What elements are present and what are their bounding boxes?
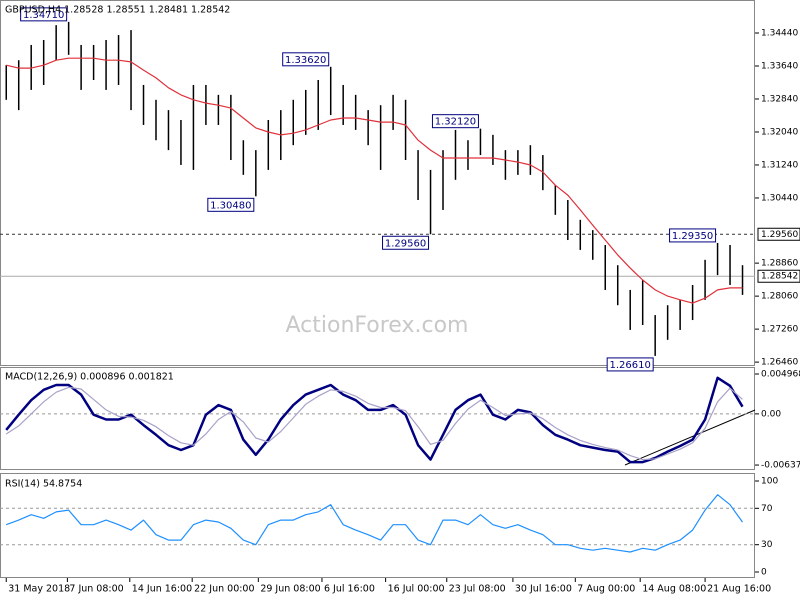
y-tick-label: 1.26460 xyxy=(761,358,798,368)
annotation-box xyxy=(382,235,430,250)
y-tick-label: 1.32040 xyxy=(761,127,798,137)
y-tick-label: 30 xyxy=(761,540,773,550)
y-tick-label: 1.28060 xyxy=(761,292,798,302)
y-tick-label: -0.006372 xyxy=(761,461,800,471)
x-tick-label: 23 Jul 08:00 xyxy=(449,584,506,595)
y-tick-label: 1.31240 xyxy=(761,160,798,170)
y-tick-label: 1.32840 xyxy=(761,94,798,104)
series-line xyxy=(5,494,743,553)
annotation-label: 1.32120 xyxy=(435,117,476,128)
y-tick-label: 100 xyxy=(761,477,778,487)
price-panel-frame xyxy=(0,0,755,366)
annotation-label: 1.30480 xyxy=(210,200,251,211)
annotation-label: 1.34710 xyxy=(23,10,64,21)
y-tick-label: 1.33640 xyxy=(761,61,798,71)
x-tick-label: 7 Jun 08:00 xyxy=(69,584,123,595)
series-line xyxy=(5,386,743,461)
reference-label-box xyxy=(757,227,800,241)
y-tick-label: 70 xyxy=(761,504,773,514)
annotation-label: 1.33620 xyxy=(285,55,326,66)
x-tick-label: 31 May 2018 xyxy=(8,584,70,595)
y-tick-label: 1.34440 xyxy=(761,28,798,38)
panel-title: RSI(14) 54.8754 xyxy=(5,479,82,490)
annotation-label: 1.29560 xyxy=(385,238,426,249)
x-tick-label: 14 Aug 08:00 xyxy=(642,584,706,595)
panel-title: MACD(12,26,9) 0.000896 0.001821 xyxy=(5,372,174,383)
series-line xyxy=(5,376,744,464)
reference-label: 1.29560 xyxy=(761,230,798,240)
x-tick-label: 7 Aug 00:00 xyxy=(577,584,635,595)
y-tick-label: 1.30440 xyxy=(761,193,798,203)
annotation-label: 1.29350 xyxy=(672,231,713,242)
y-tick-label: 1.27260 xyxy=(761,325,798,335)
series-line xyxy=(6,57,743,304)
annotation-box xyxy=(20,7,68,22)
annotation-box xyxy=(282,52,330,67)
y-tick-label: 0 xyxy=(761,567,767,577)
x-tick-label: 14 Jun 16:00 xyxy=(132,584,192,595)
annotation-box xyxy=(669,228,717,243)
y-tick-label: 0.00 xyxy=(761,409,781,419)
annotation-label: 1.26610 xyxy=(609,360,650,371)
x-tick-label: 6 Jul 16:00 xyxy=(324,584,375,595)
y-tick-label: 1.28860 xyxy=(761,259,798,269)
x-tick-label: 21 Aug 16:00 xyxy=(707,584,771,595)
reference-label-box xyxy=(757,269,800,283)
annotation-box xyxy=(606,357,654,372)
annotation-box xyxy=(207,197,255,212)
x-tick-label: 29 Jun 08:00 xyxy=(260,584,320,595)
x-tick-label: 30 Jul 16:00 xyxy=(515,584,572,595)
annotation-box xyxy=(431,114,479,129)
rsi-panel-frame xyxy=(0,473,755,578)
watermark: ActionForex.com xyxy=(286,313,469,338)
macd-panel-frame xyxy=(0,367,755,470)
x-tick-label: 16 Jul 00:00 xyxy=(388,584,445,595)
y-tick-label: 0.004968 xyxy=(761,370,800,380)
panel-title: GBPUSD,H4 1.28528 1.28551 1.28481 1.2854… xyxy=(5,5,230,16)
trend-line xyxy=(624,409,756,466)
x-tick-label: 22 Jun 00:00 xyxy=(194,584,254,595)
reference-label: 1.28542 xyxy=(761,272,798,282)
